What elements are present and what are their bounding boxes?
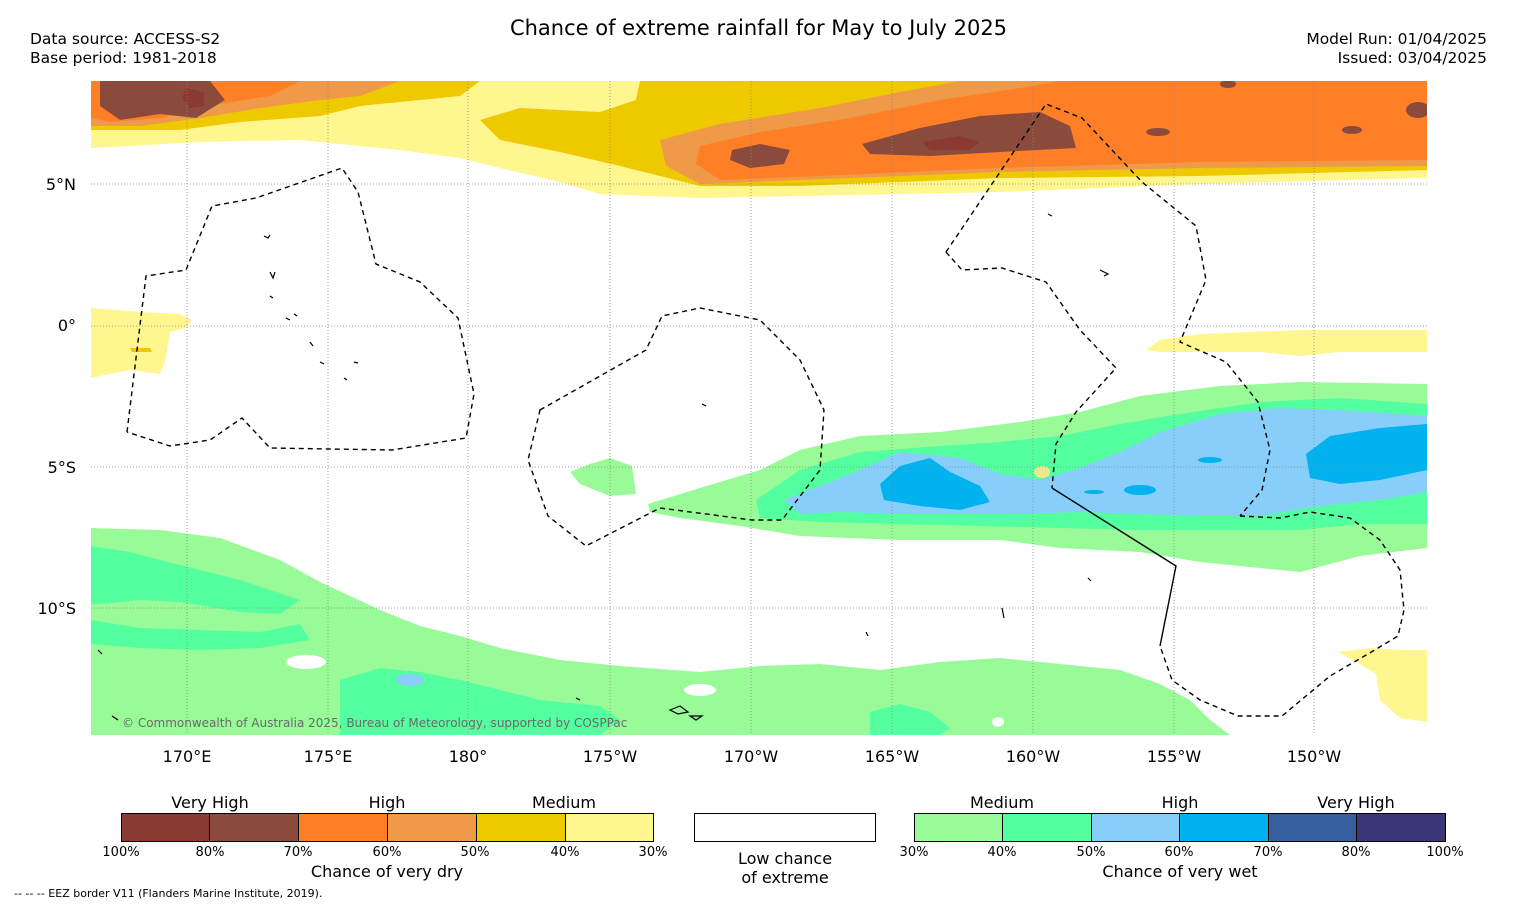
dry-level-high: High bbox=[368, 793, 406, 812]
gridlines bbox=[91, 81, 1427, 735]
eez-borders bbox=[126, 103, 1405, 717]
wet-60-region bbox=[880, 458, 990, 510]
dry-tick: 60% bbox=[372, 845, 402, 860]
dry-40-equator-west bbox=[130, 348, 152, 352]
dry-80-blob bbox=[1220, 81, 1236, 88]
dry-80-blob bbox=[1406, 102, 1427, 118]
boundary-line bbox=[1051, 487, 1177, 647]
wet-60-spot bbox=[1124, 485, 1156, 495]
dry-30-equator-west bbox=[91, 308, 192, 378]
low-chance-swatch bbox=[694, 813, 876, 842]
dry-swatch bbox=[209, 813, 299, 842]
wet-60-region-east bbox=[1306, 424, 1427, 484]
eez-border-west bbox=[126, 167, 475, 451]
dry-tick: 100% bbox=[102, 845, 140, 860]
wet-30-south-region bbox=[91, 528, 1230, 735]
wet-swatch bbox=[1356, 813, 1446, 842]
map-fill-layer bbox=[91, 81, 1427, 735]
wet-swatch bbox=[1091, 813, 1180, 842]
lat-label: 0° bbox=[57, 316, 76, 335]
dry-tick: 30% bbox=[638, 845, 668, 860]
dry-100-spot bbox=[182, 88, 204, 108]
lon-label: 165°W bbox=[864, 747, 920, 766]
wet-tick: 100% bbox=[1426, 845, 1464, 860]
wet-60-spot bbox=[1198, 457, 1222, 463]
dry-level-medium: Medium bbox=[532, 793, 596, 812]
lon-label: 175°E bbox=[303, 747, 353, 766]
lat-label: 5°N bbox=[45, 175, 76, 194]
dry-80-blob bbox=[1146, 128, 1170, 136]
lon-label: 180° bbox=[448, 747, 488, 766]
lon-label: 175°W bbox=[582, 747, 638, 766]
white-hole bbox=[992, 717, 1004, 727]
wet-30-spot bbox=[570, 458, 636, 496]
dry-100-spot-east bbox=[922, 136, 980, 150]
dry-tick: 70% bbox=[283, 845, 313, 860]
wet-50-south-spot bbox=[396, 674, 424, 686]
map-title: Chance of extreme rainfall for May to Ju… bbox=[509, 16, 1008, 40]
wet-tick: 50% bbox=[1076, 845, 1106, 860]
lon-label: 170°E bbox=[162, 747, 212, 766]
lon-label: 170°W bbox=[723, 747, 779, 766]
lon-label: 150°W bbox=[1286, 747, 1342, 766]
wet-tick: 70% bbox=[1253, 845, 1283, 860]
dry-swatch bbox=[476, 813, 566, 842]
dry-tick: 50% bbox=[460, 845, 490, 860]
data-source: Data source: ACCESS-S2 bbox=[30, 30, 221, 48]
wet-60-spot bbox=[1084, 490, 1104, 494]
dry-level-very-high: Very High bbox=[171, 793, 249, 812]
lat-label: 10°S bbox=[37, 599, 76, 618]
wet-40-south-region bbox=[91, 546, 300, 614]
wet-tick: 60% bbox=[1164, 845, 1194, 860]
eez-border-note: -- -- -- EEZ border V11 (Flanders Marine… bbox=[14, 887, 323, 900]
wet-level-high: High bbox=[1161, 793, 1199, 812]
wet-swatch bbox=[1179, 813, 1269, 842]
wet-tick: 30% bbox=[899, 845, 929, 860]
wet-level-very-high: Very High bbox=[1317, 793, 1395, 812]
dry-80-blob bbox=[1342, 126, 1362, 134]
dry-swatch bbox=[298, 813, 388, 842]
wet-tick: 40% bbox=[987, 845, 1017, 860]
eez-border-southeast bbox=[1159, 511, 1405, 717]
wet-swatch bbox=[914, 813, 1003, 842]
low-chance-line2: of extreme bbox=[741, 868, 829, 887]
dry-tick: 40% bbox=[550, 845, 580, 860]
copyright-notice: © Commonwealth of Australia 2025, Bureau… bbox=[122, 716, 628, 730]
dry-tick: 80% bbox=[195, 845, 225, 860]
dry-swatch bbox=[565, 813, 654, 842]
dry-80-region-east bbox=[862, 112, 1076, 156]
header-right: Model Run: 01/04/2025 Issued: 03/04/2025 bbox=[1306, 30, 1487, 68]
lat-label: 5°S bbox=[47, 458, 76, 477]
dry-30-southeast bbox=[1338, 648, 1427, 722]
dry-30-spot bbox=[1034, 466, 1050, 478]
wet-40-south-strip-3 bbox=[870, 704, 950, 735]
lon-label: 155°W bbox=[1146, 747, 1202, 766]
model-run: Model Run: 01/04/2025 bbox=[1306, 30, 1487, 48]
white-hole bbox=[286, 655, 326, 669]
eez-border-central bbox=[527, 307, 825, 547]
eez-border-east bbox=[945, 103, 1271, 517]
dry-swatch bbox=[387, 813, 477, 842]
wet-swatch bbox=[1268, 813, 1357, 842]
base-period: Base period: 1981-2018 bbox=[30, 49, 217, 67]
white-hole bbox=[684, 684, 716, 696]
dry-80-spot bbox=[730, 144, 790, 168]
eez-border-east-inner bbox=[945, 251, 1117, 489]
wet-level-medium: Medium bbox=[970, 793, 1034, 812]
wet-swatch bbox=[1002, 813, 1092, 842]
rainfall-map bbox=[91, 81, 1427, 735]
lon-label: 160°W bbox=[1005, 747, 1061, 766]
low-chance-line1: Low chance bbox=[737, 849, 833, 868]
wet-caption: Chance of very wet bbox=[1102, 862, 1258, 881]
wet-tick: 80% bbox=[1341, 845, 1371, 860]
islands bbox=[97, 213, 1110, 721]
header-left: Data source: ACCESS-S2 Base period: 1981… bbox=[30, 30, 220, 68]
dry-swatch bbox=[121, 813, 210, 842]
wet-40-south-strip bbox=[91, 620, 310, 650]
dry-caption: Chance of very dry bbox=[310, 862, 464, 881]
low-chance-label: Low chance of extreme bbox=[685, 849, 885, 887]
issued-date: Issued: 03/04/2025 bbox=[1337, 49, 1487, 67]
dry-30-equator-east bbox=[1146, 330, 1427, 356]
